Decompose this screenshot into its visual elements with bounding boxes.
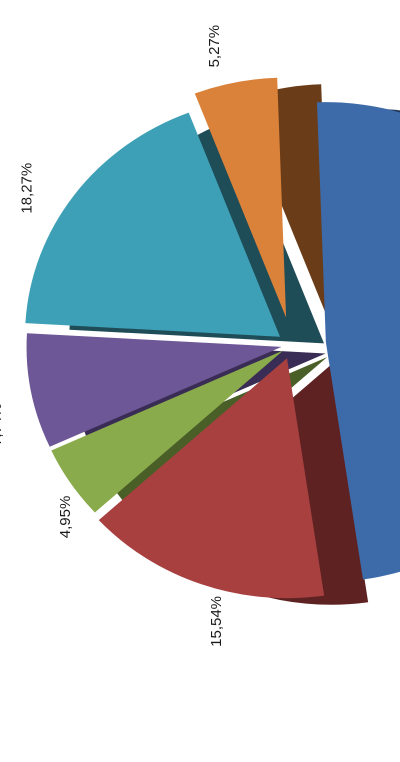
- data-label-4: 7,74%: [0, 403, 5, 446]
- data-labels: 48,23%15,54%4,95%7,74%18,27%5,27%: [0, 25, 225, 647]
- slice-5: [25, 112, 280, 337]
- slice-2: [98, 358, 325, 599]
- data-label-6: 5,27%: [206, 25, 223, 68]
- slice-3: [51, 350, 284, 513]
- data-label-5: 18,27%: [18, 163, 35, 214]
- slice-tops: [25, 77, 400, 599]
- slice-6: [194, 77, 287, 318]
- data-label-3: 4,95%: [57, 496, 74, 539]
- slice-1: [316, 102, 400, 580]
- slice-4: [26, 333, 282, 447]
- data-label-2: 15,54%: [208, 596, 225, 647]
